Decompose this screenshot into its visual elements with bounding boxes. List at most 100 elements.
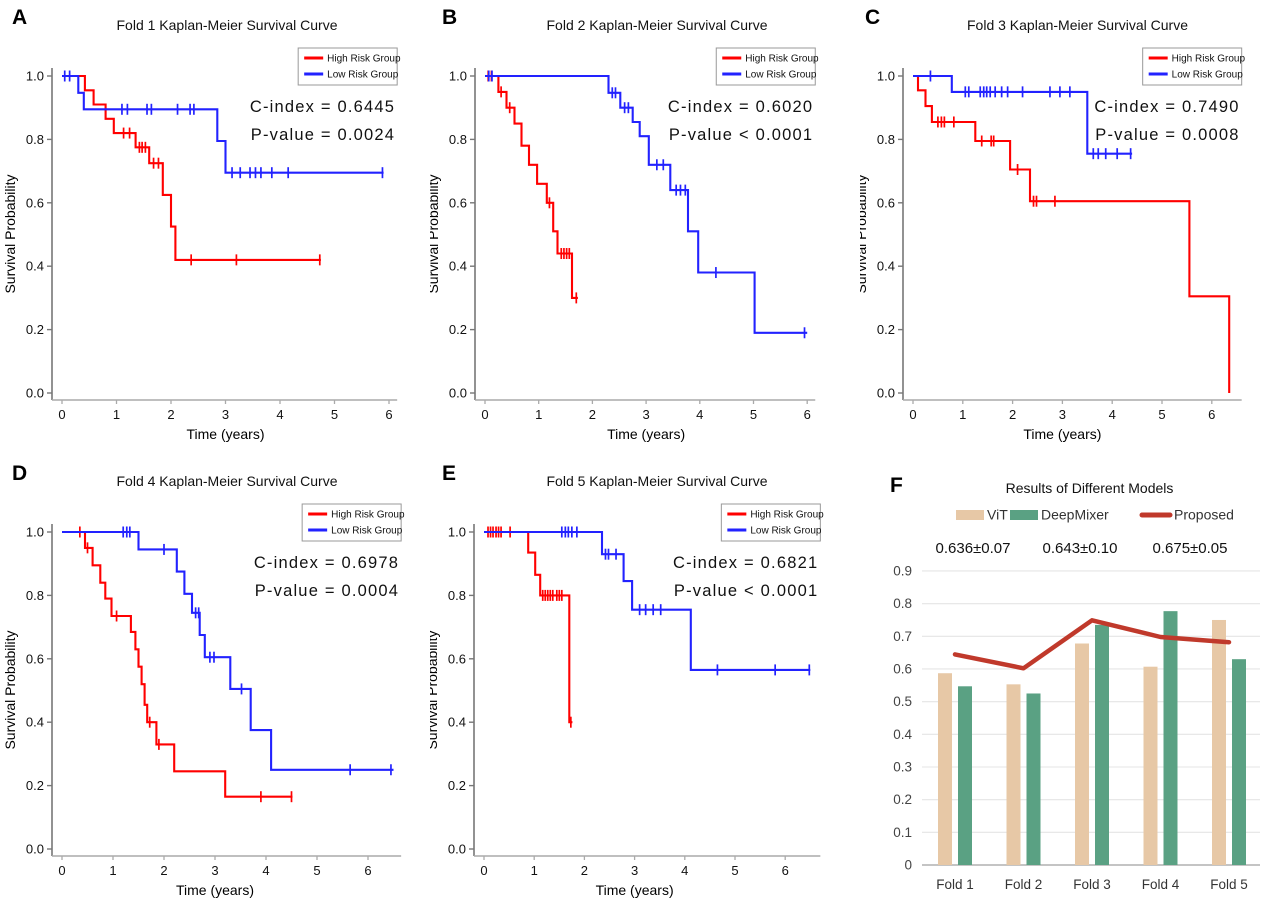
stats-annotations: C-index = 0.6020 P-value < 0.0001 (668, 98, 813, 144)
panel-title-F: Results of Different Models (1005, 480, 1174, 496)
y-tick-label: 0.2 (877, 322, 895, 337)
low-risk-curve (913, 74, 1133, 155)
y-tick-label: 0.6 (26, 651, 44, 666)
km-chart-fold-4: 0.0 0.2 0.4 0.6 0.8 1.0 0 1 2 3 4 5 6 Time (years) Sur… (2, 503, 405, 898)
legend: High Risk Group Low Risk Group (1142, 47, 1246, 86)
x-axis: 0 1 2 3 4 5 6 (481, 400, 811, 422)
y-axis-label: Survival Probability (2, 630, 18, 749)
x-tick-label: 2 (160, 863, 167, 878)
y-axis: 0.0 0.2 0.4 0.6 0.8 1.0 (26, 69, 52, 401)
x-tick-label: Fold 2 (1005, 877, 1043, 892)
y-tick-label: 0.8 (448, 588, 466, 603)
panel-title-E: Fold 5 Kaplan-Meier Survival Curve (546, 473, 768, 489)
low-risk-curve (485, 74, 808, 334)
x-tick-label: 6 (364, 863, 371, 878)
legend-label: Low Risk Group (745, 70, 817, 81)
y-tick-label: 1.0 (26, 69, 44, 84)
mean-value-text: 0.643±0.10 (1043, 540, 1118, 557)
x-axis: Fold 1 Fold 2 Fold 3 Fold 4 Fold 5 (936, 877, 1248, 892)
y-tick-label: 0.3 (893, 759, 912, 774)
x-axis-label: Time (years) (176, 882, 254, 898)
legend-label: Low Risk Group (327, 70, 399, 81)
legend-label: ViT (987, 507, 1008, 523)
x-tick-label: 3 (1059, 407, 1066, 422)
x-axis-label: Time (years) (186, 426, 264, 442)
x-tick-label: 2 (1009, 407, 1016, 422)
x-tick-label: 6 (782, 863, 789, 878)
y-tick-label: 0.6 (449, 195, 467, 210)
x-tick-label: Fold 1 (936, 877, 974, 892)
bar (1163, 611, 1178, 865)
legend-label: High Risk Group (745, 54, 819, 65)
y-tick-label: 1.0 (449, 69, 467, 84)
y-tick-label: 0.2 (449, 322, 467, 337)
bar (1026, 693, 1041, 865)
mean-value-text: 0.636±0.07 (936, 540, 1011, 557)
high-risk-curve (62, 74, 321, 261)
x-tick-label: 3 (222, 407, 229, 422)
x-tick-label: 0 (480, 863, 487, 878)
legend-label: High Risk Group (327, 54, 401, 65)
x-tick-label: 6 (1208, 407, 1215, 422)
y-tick-label: 0.8 (26, 132, 44, 147)
x-tick-label: Fold 4 (1142, 877, 1180, 892)
low-risk-curve (62, 74, 384, 174)
y-tick-label: 0.8 (26, 588, 44, 603)
x-axis: 0 1 2 3 4 5 6 (58, 856, 372, 878)
y-tick-label: 0.2 (26, 322, 44, 337)
legend-label: High Risk Group (1172, 54, 1246, 65)
low-risk-censor-marks (560, 526, 811, 676)
p-value-text: P-value = 0.0008 (1095, 126, 1239, 144)
p-value-text: P-value = 0.0024 (251, 126, 395, 144)
x-tick-label: 1 (959, 407, 966, 422)
stats-annotations: C-index = 0.7490 P-value = 0.0008 (1094, 98, 1239, 144)
km-chart-fold-3: 0.0 0.2 0.4 0.6 0.8 1.0 0 1 2 3 4 5 6 Time (years) Sur… (860, 47, 1246, 442)
panel-letter-E: E (442, 462, 457, 485)
x-tick-label: 1 (531, 863, 538, 878)
high-risk-censor-marks (937, 116, 1056, 207)
y-tick-label: 0.6 (893, 661, 912, 676)
bar (958, 686, 972, 865)
high-risk-censor-marks (122, 127, 321, 266)
high-risk-censor-marks (78, 526, 293, 803)
y-tick-label: 0.0 (449, 386, 467, 401)
stats-annotations: C-index = 0.6445 P-value = 0.0024 (250, 98, 395, 144)
legend-label: Low Risk Group (1172, 70, 1244, 81)
bar (1232, 659, 1246, 865)
high-risk-curve (913, 74, 1231, 393)
p-value-text: P-value < 0.0001 (669, 126, 813, 144)
vit-swatch (956, 510, 984, 520)
x-tick-label: 5 (313, 863, 320, 878)
y-tick-label: 0.2 (448, 778, 466, 793)
y-tick-label: 0.5 (893, 694, 912, 709)
high-risk-censor-marks (487, 526, 572, 728)
x-tick-label: 4 (681, 863, 688, 878)
x-tick-label: 0 (481, 407, 488, 422)
y-axis-label: Survival Probability (430, 630, 440, 749)
x-tick-label: 0 (58, 407, 65, 422)
bar (1075, 643, 1089, 865)
low-risk-censor-marks (63, 70, 384, 179)
c-index-text: C-index = 0.6020 (668, 98, 813, 116)
y-tick-label: 0.4 (449, 259, 467, 274)
x-tick-label: 2 (589, 407, 596, 422)
legend-label: Low Risk Group (750, 526, 822, 537)
panel-letter-A: A (12, 6, 28, 29)
low-risk-censor-marks (122, 526, 392, 776)
x-tick-label: 1 (535, 407, 542, 422)
legend-label: High Risk Group (331, 510, 405, 521)
panel-letter-F: F (890, 474, 903, 497)
panel-title-D: Fold 4 Kaplan-Meier Survival Curve (116, 473, 338, 489)
x-tick-label: 5 (331, 407, 338, 422)
y-tick-label: 0.0 (448, 842, 466, 857)
x-tick-label: 3 (211, 863, 218, 878)
y-axis-label: Survival Probability (860, 174, 869, 293)
y-tick-label: 0 (904, 858, 912, 873)
low-risk-censor-marks (487, 70, 806, 339)
x-tick-label: 0 (909, 407, 916, 422)
y-axis: 0.0 0.2 0.4 0.6 0.8 1.0 (449, 69, 475, 401)
legend-label: Proposed (1174, 507, 1234, 523)
y-tick-label: 0.6 (26, 195, 44, 210)
bar (1212, 619, 1226, 865)
panel-title-C: Fold 3 Kaplan-Meier Survival Curve (967, 17, 1188, 33)
